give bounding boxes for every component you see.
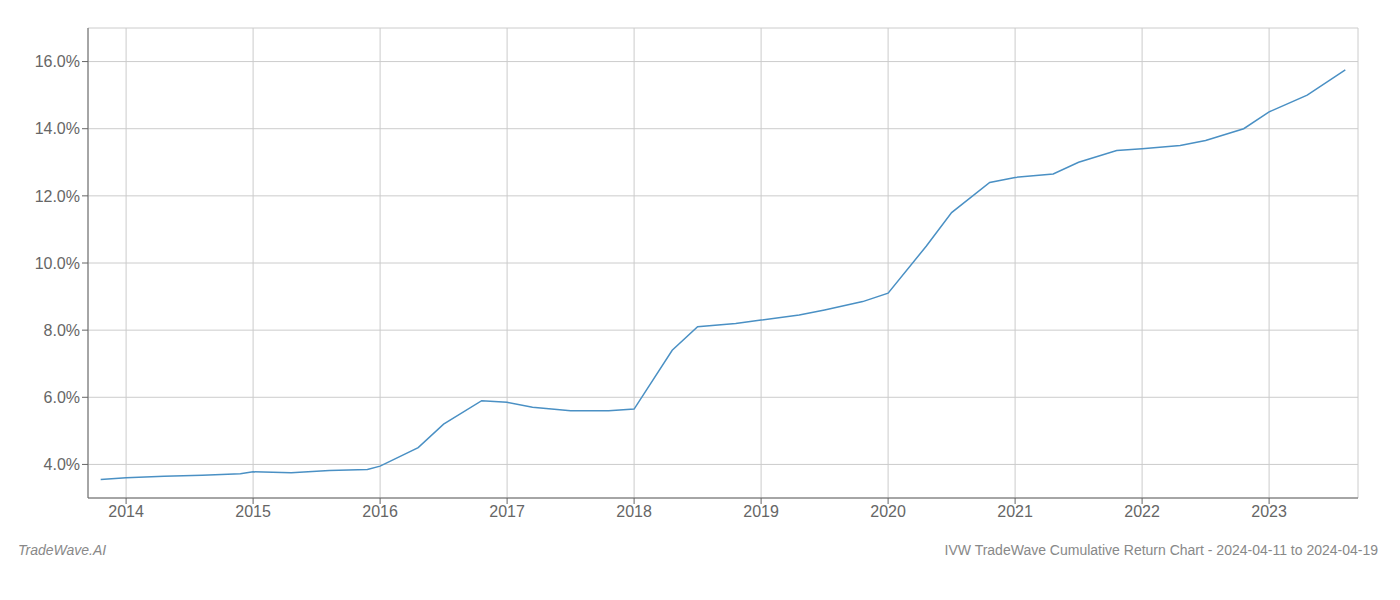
svg-text:2023: 2023 [1251, 503, 1287, 520]
svg-text:8.0%: 8.0% [44, 322, 80, 339]
svg-text:2020: 2020 [870, 503, 906, 520]
svg-text:14.0%: 14.0% [35, 120, 80, 137]
svg-text:2018: 2018 [616, 503, 652, 520]
svg-text:2021: 2021 [997, 503, 1033, 520]
html-text:TradeWave.AI: TradeWave.AI [18, 542, 107, 558]
svg-text:2017: 2017 [489, 503, 525, 520]
svg-text:2019: 2019 [743, 503, 779, 520]
svg-text:6.0%: 6.0% [44, 389, 80, 406]
svg-text:2022: 2022 [1124, 503, 1160, 520]
svg-text:16.0%: 16.0% [35, 53, 80, 70]
svg-text:12.0%: 12.0% [35, 188, 80, 205]
svg-text:4.0%: 4.0% [44, 456, 80, 473]
svg-text:2016: 2016 [362, 503, 398, 520]
svg-text:2015: 2015 [235, 503, 271, 520]
svg-text:10.0%: 10.0% [35, 255, 80, 272]
html-text:IVW TradeWave Cumulative Retur: IVW TradeWave Cumulative Return Chart - … [944, 542, 1378, 558]
svg-text:2014: 2014 [108, 503, 144, 520]
